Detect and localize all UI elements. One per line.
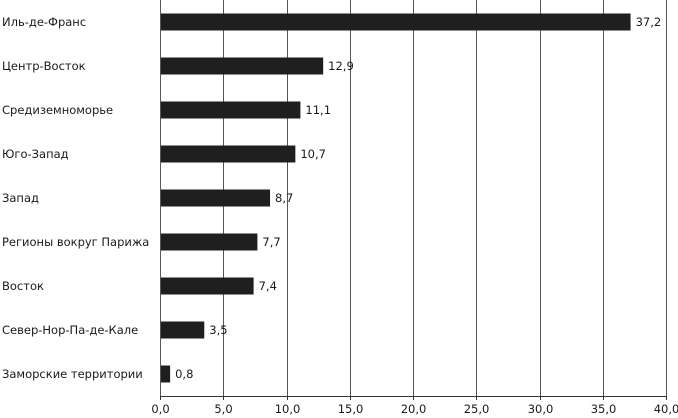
x-tick-label: 40,0 [654,402,678,416]
bar [161,365,171,383]
x-tick-label: 30,0 [528,402,554,416]
bar [161,321,205,339]
category-label: Иль-де-Франс [2,15,86,29]
category-label: Средиземноморье [2,103,113,117]
value-label: 8,7 [275,191,293,205]
bar [161,145,296,163]
category-label: Север-Нор-Па-де-Кале [2,323,138,337]
bar [161,101,301,119]
x-tick-label: 0,0 [151,402,169,416]
category-label: Центр-Восток [2,59,86,73]
x-tick-label: 25,0 [464,402,490,416]
category-label: Юго-Запад [2,147,69,161]
bar [161,57,324,75]
category-label: Запад [2,191,39,205]
x-tick-label: 20,0 [401,402,427,416]
value-label: 11,1 [305,103,331,117]
value-label: 12,9 [328,59,354,73]
x-tick-label: 15,0 [338,402,364,416]
category-label: Регионы вокруг Парижа [2,235,149,249]
value-label: 7,4 [259,279,277,293]
category-label: Восток [2,279,44,293]
x-tick-label: 10,0 [275,402,301,416]
bars [161,13,631,383]
x-tick-label: 5,0 [214,402,232,416]
category-labels: Иль-де-Франс Центр-Восток Средиземноморье Ю… [2,15,149,381]
value-label: 7,7 [262,235,280,249]
x-tick-label: 35,0 [591,402,617,416]
value-label: 3,5 [209,323,227,337]
value-labels: 37,2 12,9 11,1 10,7 8,7 7,7 7,4 3,5 0,8 [175,15,661,381]
value-label: 37,2 [636,15,662,29]
category-label: Заморские территории [2,367,143,381]
value-label: 0,8 [175,367,193,381]
bar [161,189,271,207]
bar [161,13,631,31]
bar [161,277,254,295]
x-axis-tick-labels: 0,0 5,0 10,0 15,0 20,0 25,0 30,0 35,0 40,0 [151,402,678,416]
bar [161,233,258,251]
value-label: 10,7 [300,147,326,161]
